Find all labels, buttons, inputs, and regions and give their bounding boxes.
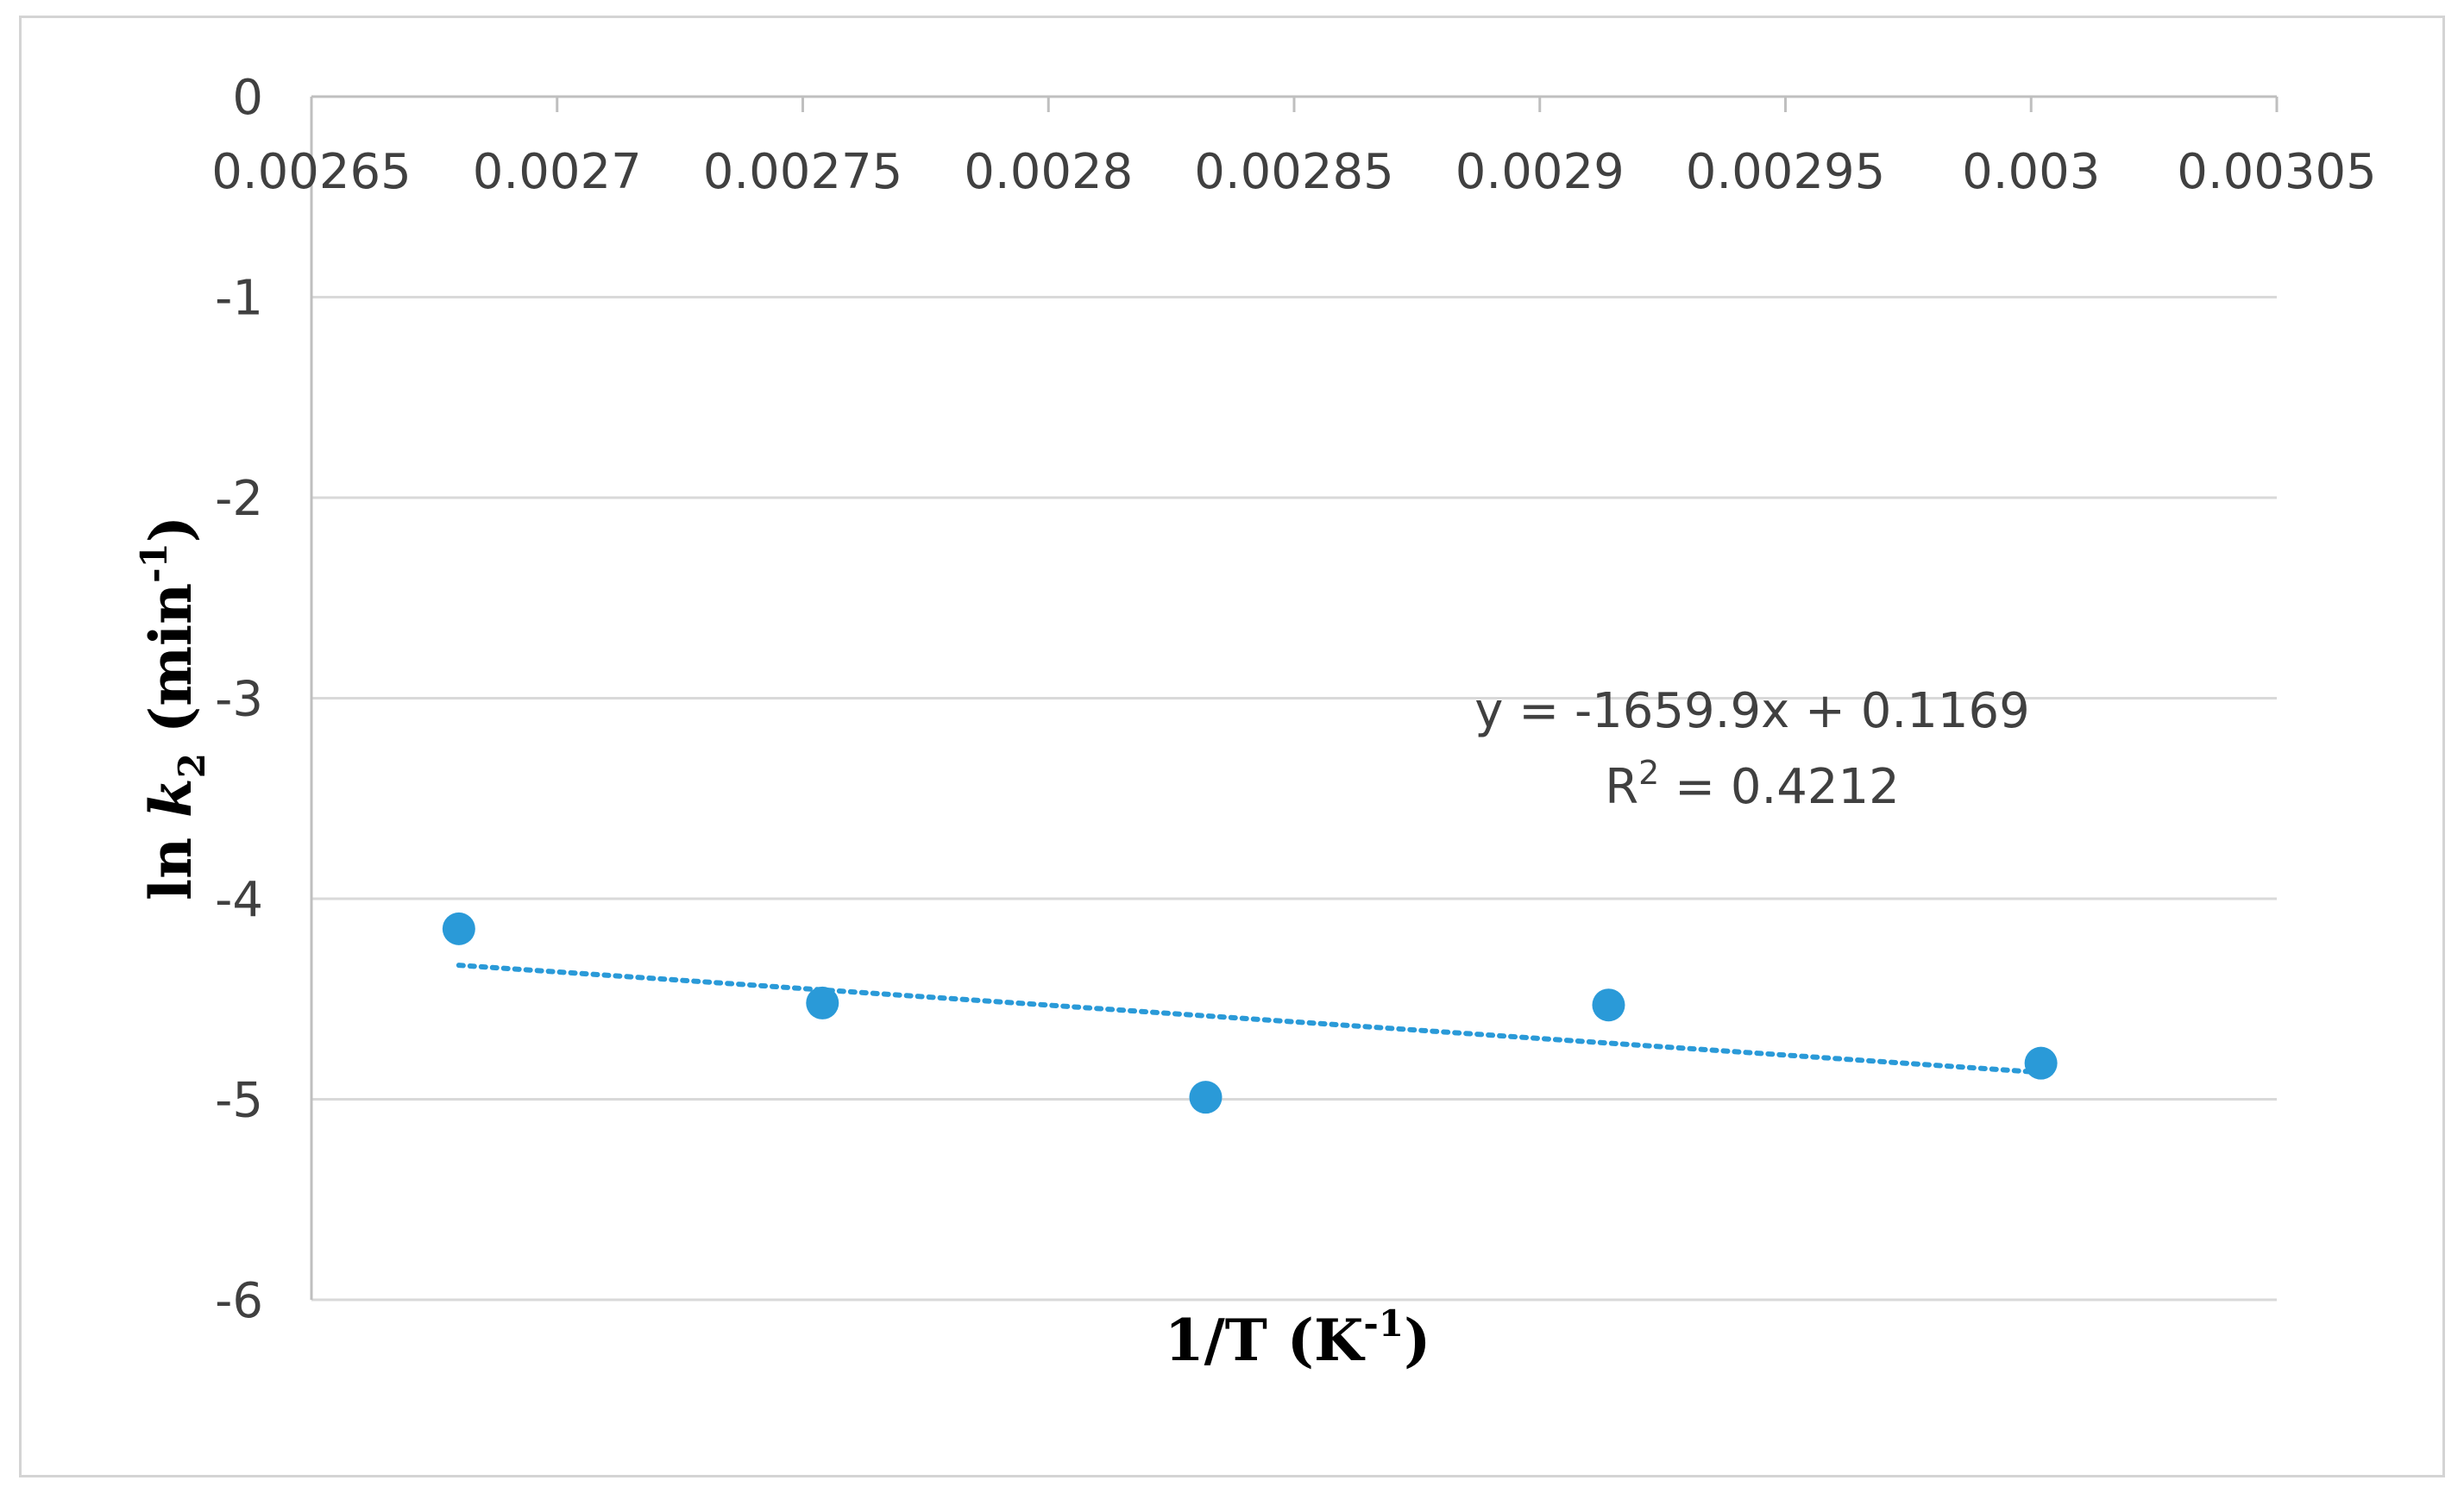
chart-frame: 0.00265 0.0027 0.00275 0.0028 0.00285 0.0029 0… <box>19 16 2445 1477</box>
x-tick-label: 0.0027 <box>473 144 642 200</box>
data-point <box>442 912 475 945</box>
x-tick-label: 0.00305 <box>2177 144 2377 200</box>
y-axis-title: ln k2 (min-1) <box>133 516 213 900</box>
y-tick-label: -3 <box>215 672 263 728</box>
data-point <box>806 986 839 1019</box>
data-point <box>2024 1046 2058 1080</box>
trendline <box>456 963 2044 1076</box>
scatter-chart: 0.00265 0.0027 0.00275 0.0028 0.00285 0.0029 0… <box>133 70 2377 1374</box>
axes <box>310 95 2279 1300</box>
trendline-equation: y = -1659.9x + 0.1169 <box>1474 683 2029 739</box>
x-tick-label: 0.0028 <box>964 144 1133 200</box>
x-tick-labels: 0.00265 0.0027 0.00275 0.0028 0.00285 0.0029 0… <box>211 144 2377 200</box>
y-tick-label: -4 <box>215 872 263 928</box>
r-squared-label: R2 = 0.4212 <box>1605 754 1900 815</box>
data-point <box>1592 988 1625 1022</box>
x-tick-label: 0.00275 <box>703 144 903 200</box>
gridlines <box>311 296 2277 1302</box>
trendline-group <box>456 963 2044 1076</box>
y-tick-label: -1 <box>215 271 263 327</box>
x-tick-label: 0.003 <box>1962 144 2100 200</box>
x-tick-label: 0.00265 <box>211 144 412 200</box>
x-axis-title: 1/T (K-1) <box>1165 1302 1431 1374</box>
x-tick-label: 0.00295 <box>1686 144 1886 200</box>
data-points <box>442 912 2058 1114</box>
y-tick-label: -6 <box>215 1273 263 1329</box>
y-tick-label: -2 <box>215 471 263 527</box>
x-tick-label: 0.0029 <box>1455 144 1625 200</box>
y-tick-labels: 0 -1 -2 -3 -4 -5 -6 <box>215 70 263 1329</box>
y-tick-label: -5 <box>215 1073 263 1129</box>
data-point <box>1189 1081 1223 1114</box>
y-tick-label: 0 <box>232 70 263 126</box>
x-tick-label: 0.00285 <box>1194 144 1394 200</box>
